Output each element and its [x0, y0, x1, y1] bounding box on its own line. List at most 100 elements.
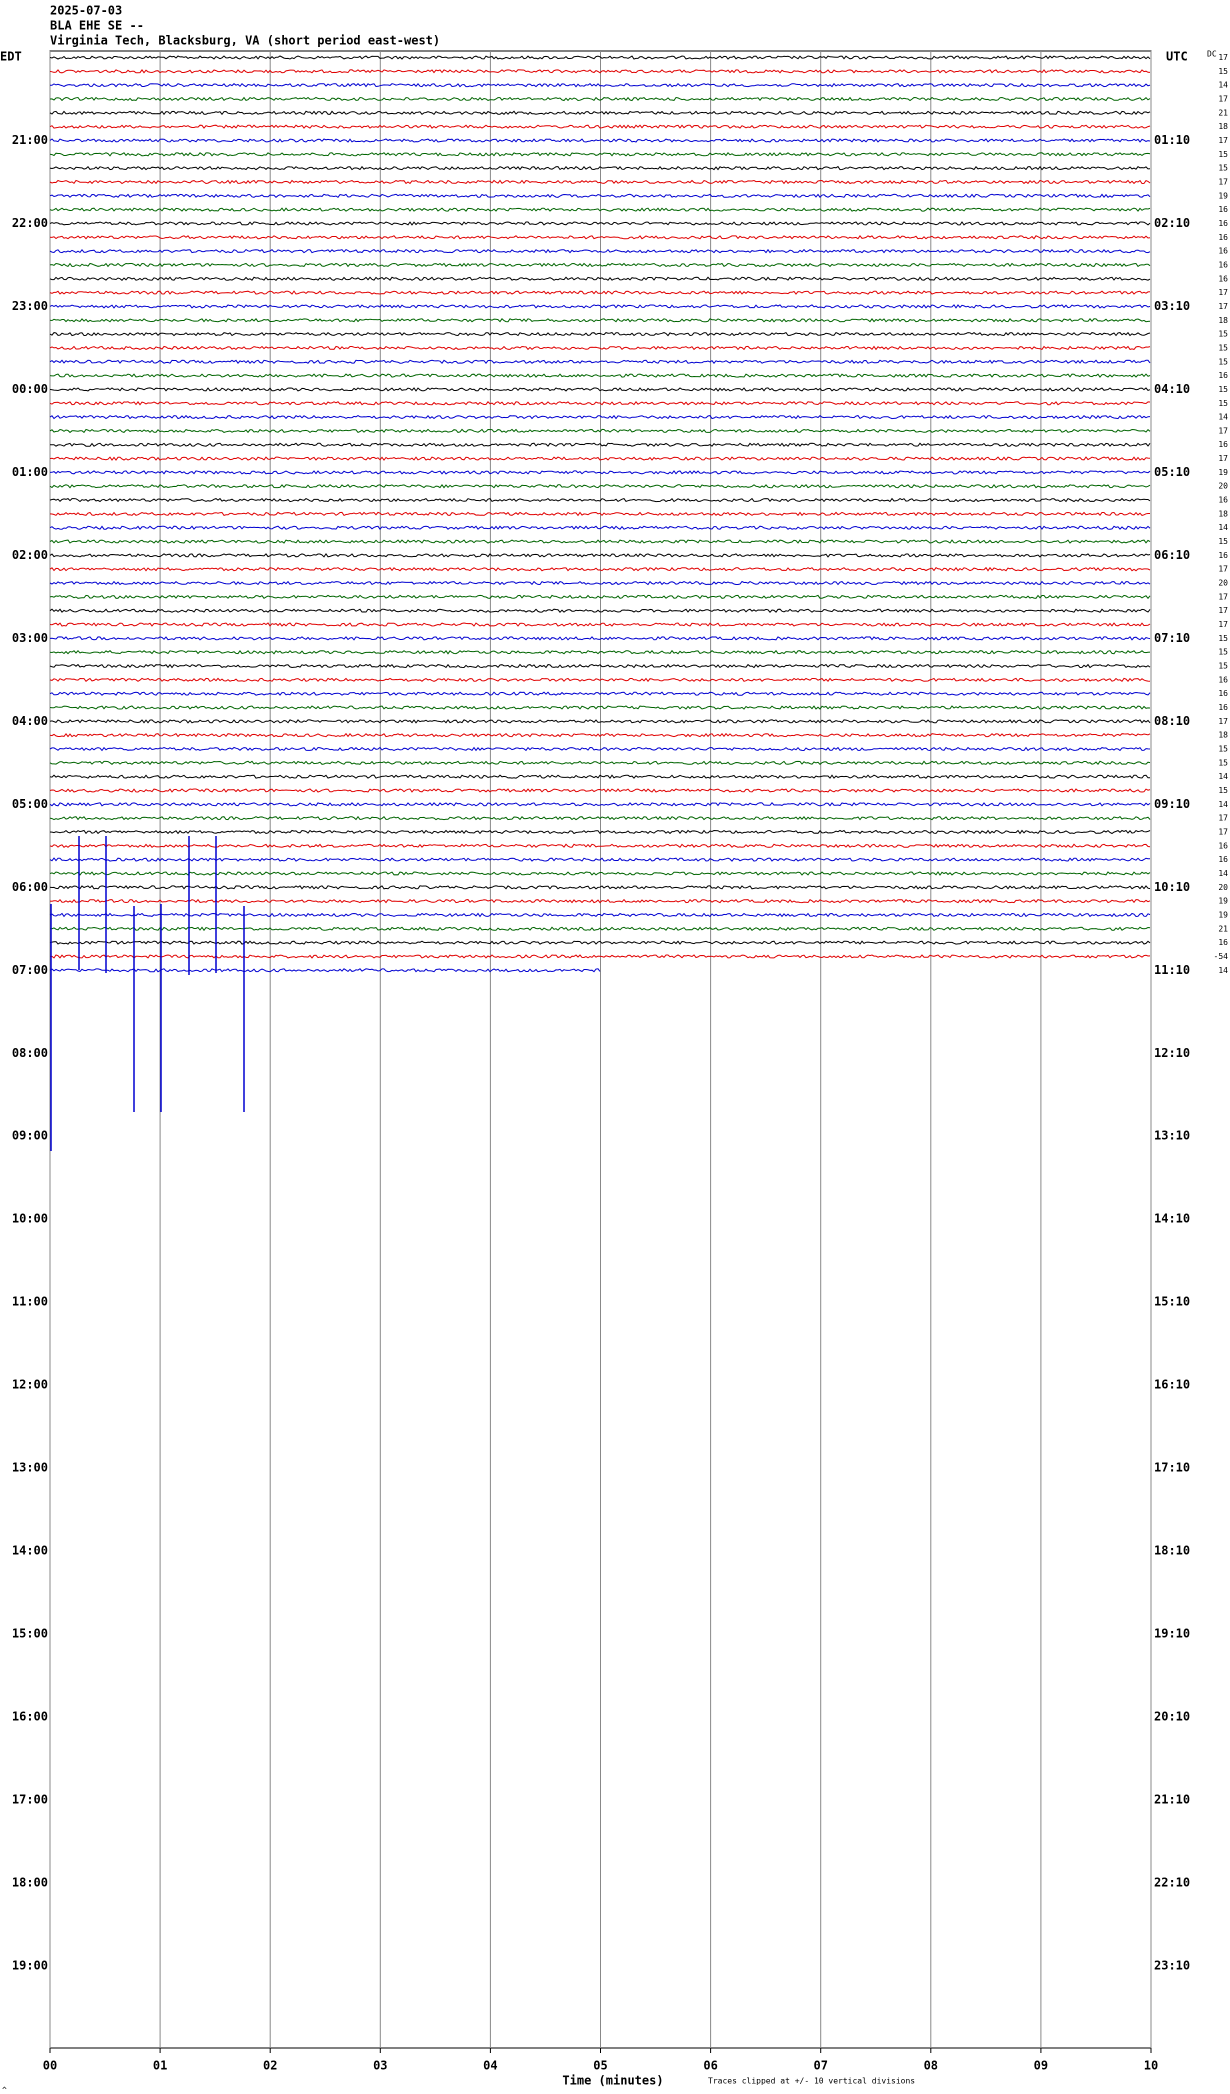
x-tick-label: 07: [813, 2059, 827, 2073]
left-time-label: 01:00: [12, 465, 48, 479]
dc-value: 15: [1218, 537, 1228, 546]
trace: [49, 539, 1151, 544]
dc-value: 14: [1218, 772, 1228, 781]
trace: [49, 331, 1151, 337]
x-tick-label: 02: [263, 2059, 277, 2073]
dc-value: 17: [1218, 53, 1228, 62]
dc-value: 19: [1218, 191, 1228, 200]
dc-value: 19: [1218, 468, 1228, 477]
trace: [49, 885, 1151, 890]
trace: [49, 636, 1151, 641]
trace: [49, 788, 1151, 793]
dc-value: 18: [1218, 731, 1228, 740]
trace: [49, 566, 1151, 572]
dc-value: 16: [1218, 260, 1228, 269]
trace: [49, 663, 1151, 669]
dc-value: 21: [1218, 924, 1228, 933]
spikes: [50, 836, 245, 1151]
dc-value: 14: [1218, 81, 1228, 90]
dc-value: 16: [1218, 233, 1228, 242]
trace: [49, 871, 1151, 876]
trace: [49, 525, 1151, 531]
left-time-label: 15:00: [12, 1627, 48, 1641]
dc-value: 15: [1218, 399, 1228, 408]
x-tick-label: 09: [1034, 2059, 1048, 2073]
trace: [49, 774, 1150, 780]
dc-value: 15: [1218, 67, 1228, 76]
trace: [49, 954, 1151, 959]
dc-value: 14: [1218, 800, 1228, 809]
left-time-label: 14:00: [12, 1544, 48, 1558]
x-tick-label: 04: [483, 2059, 497, 2073]
dc-value: 15: [1218, 164, 1228, 173]
dc-value: 15: [1218, 357, 1228, 366]
dc-value: 17: [1218, 288, 1228, 297]
dc-value: 21: [1218, 108, 1228, 117]
right-time-label: 01:10: [1154, 133, 1190, 147]
left-time-label: 06:00: [12, 880, 48, 894]
dc-value: 15: [1218, 786, 1228, 795]
left-time-label: 21:00: [12, 133, 48, 147]
trace: [49, 732, 1151, 738]
dc-value: 15: [1218, 745, 1228, 754]
trace: [49, 553, 1151, 558]
trace: [49, 359, 1151, 365]
dc-value: 16: [1218, 371, 1228, 380]
trace: [49, 843, 1151, 849]
trace: [49, 594, 1151, 600]
dc-value: 17: [1218, 606, 1228, 615]
trace: [49, 705, 1151, 710]
dc-value: 17: [1218, 302, 1228, 311]
left-time-label: 22:00: [12, 216, 48, 230]
trace: [49, 221, 1151, 226]
trace: [49, 760, 1151, 766]
dc-value: 20: [1218, 579, 1228, 588]
trace: [49, 608, 1151, 614]
left-time-label: 10:00: [12, 1212, 48, 1226]
right-time-label: 15:10: [1154, 1295, 1190, 1309]
x-tick-label: 00: [43, 2059, 57, 2073]
left-time-label: 16:00: [12, 1710, 48, 1724]
trace: [49, 649, 1151, 655]
left-axis-title: EDT: [0, 50, 22, 64]
date: 2025-07-03: [50, 4, 122, 18]
right-time-label: 06:10: [1154, 548, 1190, 562]
right-time-label: 22:10: [1154, 1876, 1190, 1890]
x-tick-label: 10: [1144, 2059, 1158, 2073]
right-axis-title: UTC: [1166, 50, 1188, 64]
dc-value: 14: [1218, 413, 1228, 422]
dc-value: 16: [1218, 841, 1228, 850]
dc-value: 17: [1218, 620, 1228, 629]
trace: [49, 248, 1151, 254]
trace: [49, 138, 1151, 143]
trace: [49, 898, 1151, 904]
dc-value: 16: [1218, 855, 1228, 864]
trace: [49, 179, 1151, 185]
location: Virginia Tech, Blacksburg, VA (short per…: [50, 34, 440, 48]
x-tick-label: 03: [373, 2059, 387, 2073]
left-time-label: 19:00: [12, 1959, 48, 1973]
dc-value: 20: [1218, 482, 1228, 491]
dc-title: DC: [1207, 50, 1217, 59]
dc-value: 17: [1218, 426, 1228, 435]
trace: [49, 470, 1151, 475]
trace: [49, 414, 1151, 420]
trace: [49, 691, 1151, 696]
right-time-label: 08:10: [1154, 714, 1190, 728]
right-time-label: 07:10: [1154, 631, 1190, 645]
trace: [49, 912, 1151, 918]
trace: [49, 124, 1151, 129]
x-tick-label: 06: [703, 2059, 717, 2073]
left-time-label: 18:00: [12, 1876, 48, 1890]
dc-value: 16: [1218, 496, 1228, 505]
dc-value: -54: [1214, 952, 1229, 961]
trace: [49, 234, 1151, 240]
left-time-label: 04:00: [12, 714, 48, 728]
left-time-label: 12:00: [12, 1378, 48, 1392]
x-tick-label: 05: [593, 2059, 607, 2073]
dc-value: 16: [1218, 247, 1228, 256]
dc-value: 15: [1218, 662, 1228, 671]
trace: [49, 829, 1151, 835]
station: BLA EHE SE --: [50, 19, 144, 33]
